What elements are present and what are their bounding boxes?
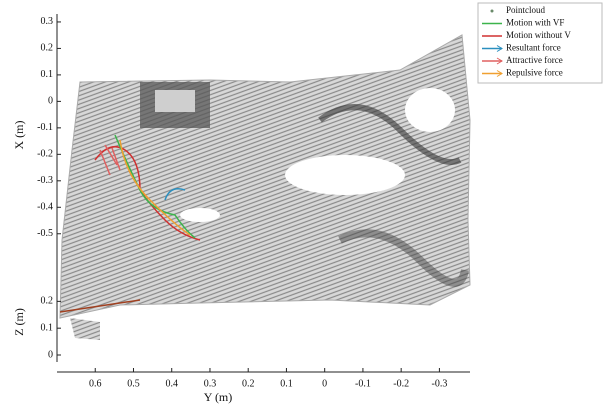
legend: Pointcloud Motion with VF Motion without V…: [478, 3, 602, 83]
x-tick-label: -0.3: [431, 378, 447, 389]
legend-label: Repulsive force: [506, 68, 563, 78]
x-tick-label: 0.1: [280, 378, 293, 389]
legend-marker: [491, 10, 494, 13]
z-tick-label: 0.1: [41, 322, 54, 333]
legend-label: Resultant force: [506, 43, 561, 53]
y-axis-title: X (m): [12, 121, 26, 150]
z-tick-label: 0: [48, 349, 53, 360]
legend-label: Pointcloud: [506, 5, 546, 15]
y-tick-label: -0.1: [37, 122, 53, 133]
x-tick-label: 0.3: [204, 378, 217, 389]
z-axis-title: Z (m): [12, 308, 26, 336]
y-tick-label: 0.3: [41, 16, 54, 27]
y-tick-label: 0: [48, 96, 53, 107]
x-tick-label: 0.4: [165, 378, 178, 389]
legend-label: Motion with VF: [506, 18, 564, 28]
z-tick-label: 0.2: [41, 296, 54, 307]
y-tick-label: 0.2: [41, 43, 54, 54]
x-tick-label: 0.5: [127, 378, 140, 389]
y-tick-label: 0.1: [41, 69, 54, 80]
point-cloud: [60, 35, 470, 340]
legend-label: Motion without V: [506, 30, 571, 40]
x-tick-label: 0.2: [242, 378, 255, 389]
x-tick-label: 0: [322, 378, 327, 389]
chart: X (m) Z (m) Y (m) Pointcloud Motion with …: [0, 0, 605, 407]
y-tick-label: -0.5: [37, 228, 53, 239]
legend-label: Attractive force: [506, 55, 563, 65]
y-tick-label: -0.3: [37, 175, 53, 186]
x-axis-title: Y (m): [204, 390, 233, 404]
y-tick-label: -0.4: [37, 202, 53, 213]
x-tick-label: 0.6: [89, 378, 102, 389]
x-tick-label: -0.2: [393, 378, 409, 389]
y-tick-label: -0.2: [37, 149, 53, 160]
x-tick-label: -0.1: [355, 378, 371, 389]
